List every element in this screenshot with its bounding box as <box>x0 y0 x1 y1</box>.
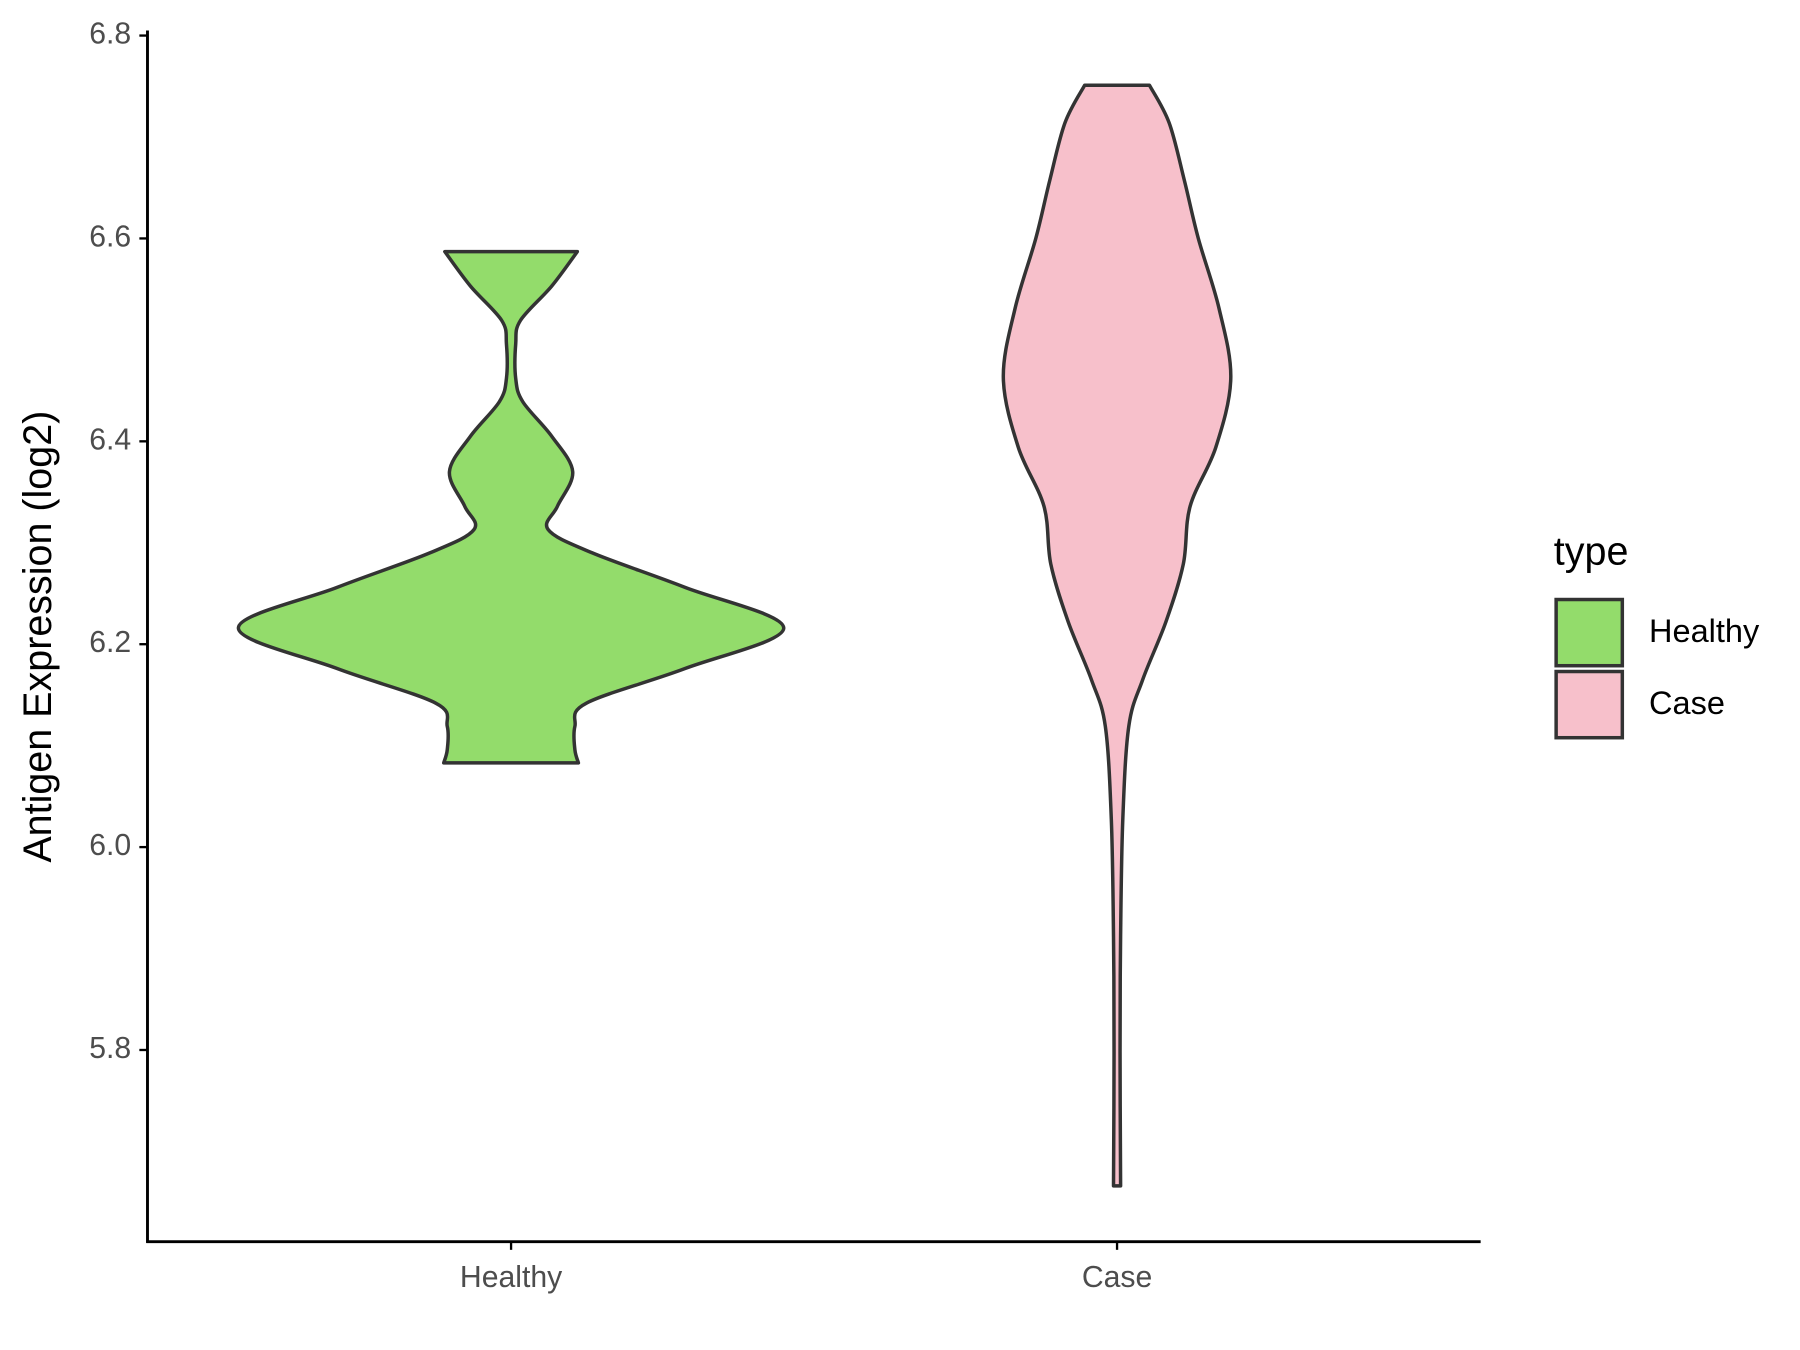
legend-label: Case <box>1649 685 1725 721</box>
legend-title: type <box>1554 530 1629 574</box>
y-tick-label: 6.4 <box>89 423 131 456</box>
y-tick-label: 5.8 <box>89 1032 131 1065</box>
legend-key <box>1554 597 1625 668</box>
violin <box>236 249 786 765</box>
x-tick-label: Case <box>1082 1261 1152 1294</box>
y-tick-label: 6.6 <box>89 220 131 253</box>
y-tick-label: 6.0 <box>89 829 131 862</box>
x-tick-label: Healthy <box>460 1261 563 1294</box>
violin <box>1001 83 1233 1188</box>
y-axis-title: Antigen Expression (log2) <box>16 411 60 863</box>
legend-key <box>1554 669 1625 740</box>
y-tick-label: 6.2 <box>89 626 131 659</box>
y-tick-label: 6.8 <box>89 18 131 51</box>
legend-label: Healthy <box>1649 613 1760 649</box>
